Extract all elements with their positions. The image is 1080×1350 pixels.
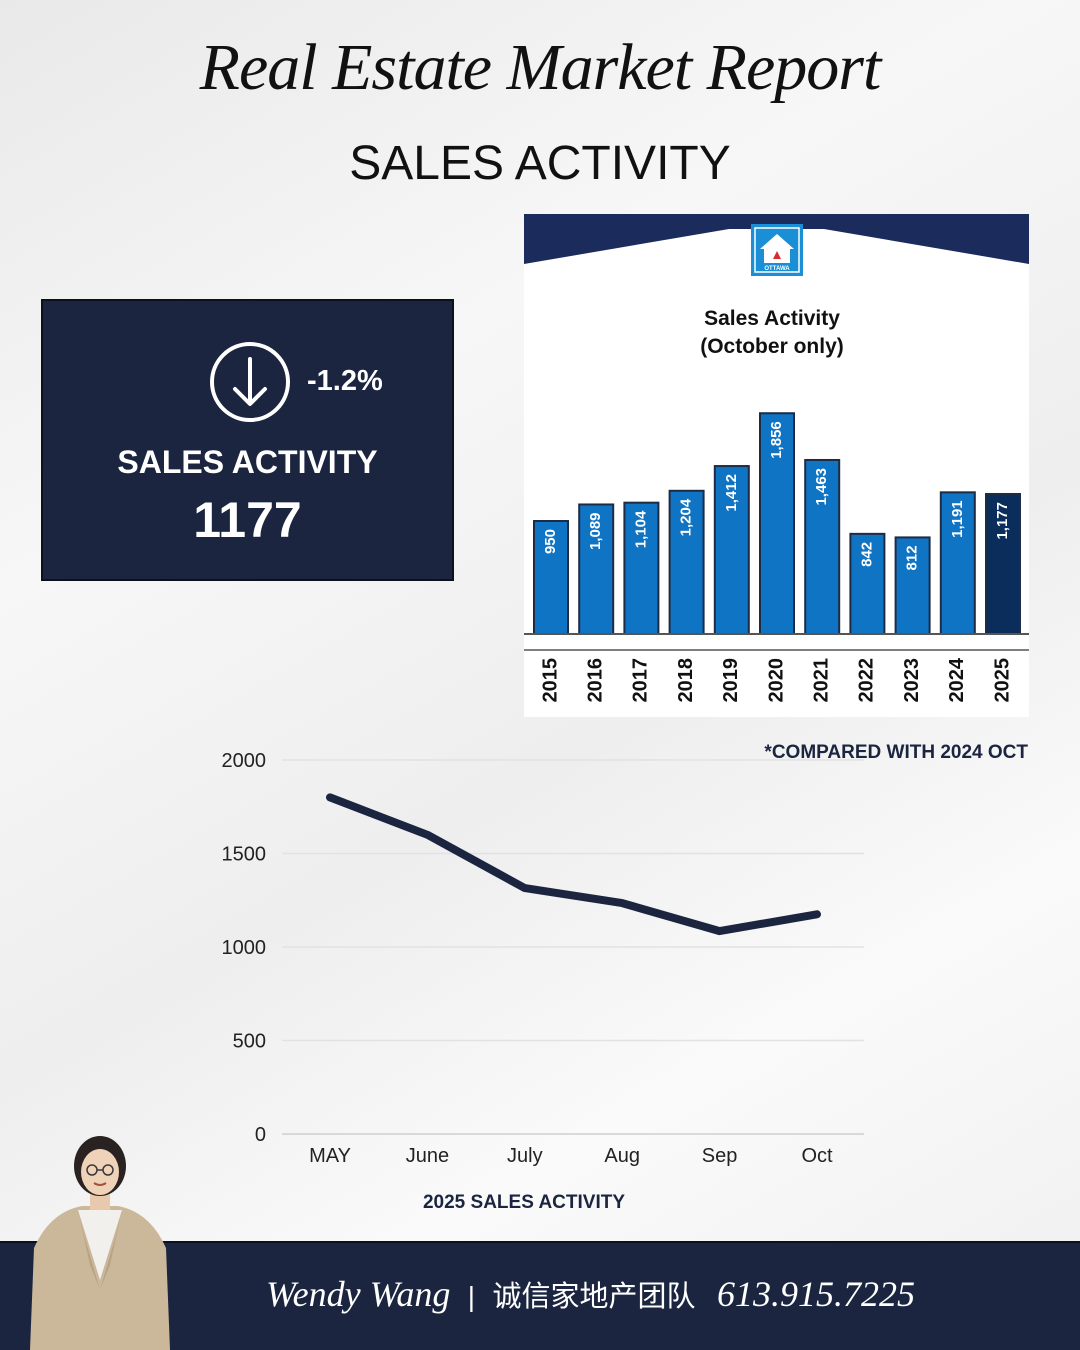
bar-2022 — [849, 532, 886, 635]
line-series-2025 — [326, 793, 821, 936]
page-subtitle: SALES ACTIVITY — [349, 137, 731, 190]
page-title: Real Estate Market Report — [199, 31, 882, 104]
bar-value-label-2023: 812 — [904, 545, 921, 570]
x-tick-Aug: Aug — [604, 1145, 640, 1167]
kpi-card: -1.2% SALES ACTIVITY 1177 — [41, 299, 454, 581]
bar-year-label-2015: 2015 — [539, 658, 561, 703]
bar-chart: OTTAWA Sales Activity (October only) 950… — [524, 214, 1029, 703]
bar-year-label-2021: 2021 — [810, 658, 832, 703]
bar-value-label-2020: 1,856 — [768, 421, 785, 459]
bar-value-label-2025: 1,177 — [994, 502, 1011, 540]
y-tick-2000: 2000 — [222, 750, 267, 772]
comparison-note: *COMPARED WITH 2024 OCT — [764, 742, 1028, 763]
board-logo-icon: OTTAWA — [751, 224, 803, 276]
bar-value-label-2021: 1,463 — [813, 468, 830, 506]
bar-2024 — [939, 491, 976, 635]
bar-chart-title: Sales Activity — [704, 307, 840, 330]
footer-separator: | — [467, 1281, 476, 1312]
x-tick-MAY: MAY — [309, 1145, 351, 1167]
bar-year-label-2016: 2016 — [584, 658, 606, 703]
footer-contact: Wendy Wang | 诚信家地产团队 613.915.7225 — [266, 1273, 915, 1315]
bar-2020 — [759, 412, 795, 635]
bar-value-label-2024: 1,191 — [949, 500, 966, 538]
bar-value-label-2022: 842 — [858, 542, 875, 567]
arrow-down-circle-icon — [210, 342, 290, 422]
bar-2021 — [804, 458, 841, 635]
bar-year-label-2024: 2024 — [946, 657, 968, 702]
kpi-change: -1.2% — [307, 365, 383, 397]
y-tick-500: 500 — [233, 1031, 266, 1053]
bar-year-label-2017: 2017 — [630, 658, 652, 703]
team-name: 诚信家地产团队 — [492, 1281, 696, 1313]
footer-bar: Wendy Wang | 诚信家地产团队 613.915.7225 — [0, 1241, 1080, 1350]
kpi-label: SALES ACTIVITY — [117, 444, 378, 480]
agent-photo — [30, 1136, 170, 1350]
bar-value-label-2019: 1,412 — [723, 474, 740, 512]
x-tick-July: July — [507, 1145, 543, 1167]
bar-year-label-2018: 2018 — [675, 658, 697, 703]
line-chart-xlabel: 2025 SALES ACTIVITY — [423, 1192, 625, 1213]
bar-year-label-2025: 2025 — [991, 658, 1013, 703]
bar-year-label-2019: 2019 — [720, 658, 742, 703]
kpi-value: 1177 — [193, 492, 302, 548]
bar-2023 — [894, 536, 931, 635]
x-tick-Sep: Sep — [702, 1145, 738, 1167]
x-tick-June: June — [406, 1145, 449, 1167]
y-tick-1000: 1000 — [222, 937, 267, 959]
x-tick-Oct: Oct — [801, 1145, 833, 1167]
bar-2018 — [668, 489, 705, 635]
y-tick-0: 0 — [255, 1124, 266, 1146]
bar-value-label-2015: 950 — [542, 529, 559, 554]
line-chart-panel: 0 500 1000 1500 2000 MAY June July Aug Sep Oct 20… — [200, 740, 880, 1230]
y-tick-1500: 1500 — [222, 844, 267, 866]
bar-2019 — [713, 465, 750, 635]
bar-year-label-2020: 2020 — [765, 658, 787, 703]
bar-value-label-2016: 1,089 — [587, 512, 604, 550]
banner-shape — [524, 214, 1029, 264]
bar-chart-subtitle: (October only) — [700, 335, 844, 358]
bar-2025 — [985, 492, 1021, 636]
logo-text: OTTAWA — [764, 266, 790, 272]
bar-2015 — [533, 520, 569, 635]
bar-2017 — [623, 501, 660, 635]
bar-year-label-2022: 2022 — [856, 658, 878, 703]
line-chart: 0 500 1000 1500 2000 MAY June July Aug Sep Oct 20… — [222, 750, 864, 1213]
agent-name: Wendy Wang — [266, 1274, 451, 1314]
bar-value-label-2017: 1,104 — [632, 510, 649, 548]
bar-2016 — [578, 503, 615, 635]
bar-year-label-2023: 2023 — [901, 658, 923, 703]
phone-number[interactable]: 613.915.7225 — [716, 1274, 915, 1314]
bar-value-label-2018: 1,204 — [678, 498, 695, 536]
bar-chart-panel: OTTAWA Sales Activity (October only) 950… — [524, 214, 1029, 717]
